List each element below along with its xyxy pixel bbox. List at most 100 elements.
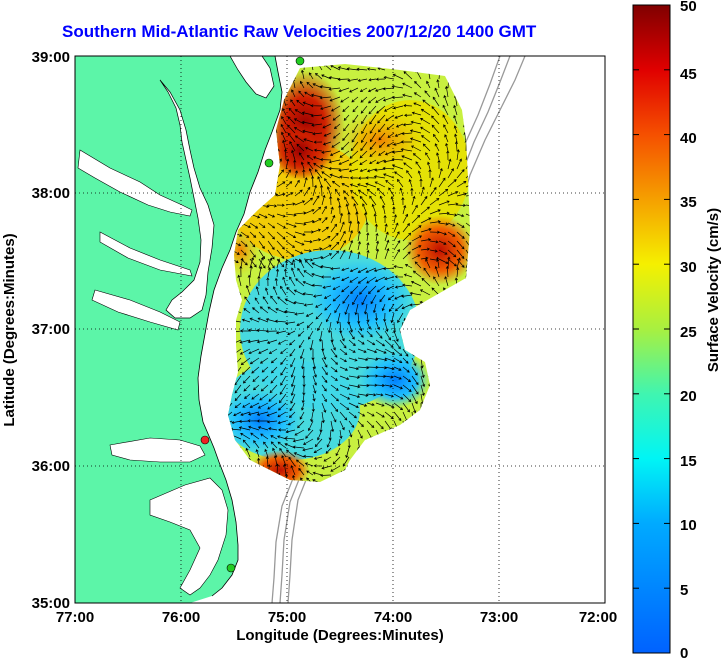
velocity-arrow [339,339,347,349]
velocity-arrow [321,171,332,179]
velocity-arrow [375,96,386,103]
velocity-arrow [330,375,338,381]
velocity-arrow [393,214,397,224]
velocity-arrow [303,186,311,197]
velocity-arrow [339,393,351,400]
velocity-arrow [361,132,368,143]
velocity-arrow [249,265,253,278]
velocity-arrow [289,141,296,152]
velocity-arrow [366,321,371,330]
velocity-arrow [302,129,314,134]
velocity-arrow [283,148,288,161]
velocity-arrow [328,166,341,171]
velocity-arrow [301,120,314,125]
velocity-arrow [267,213,276,218]
velocity-arrow [368,105,377,115]
velocity-arrow [369,123,377,134]
velocity-arrow [257,426,269,431]
velocity-arrow [276,169,285,179]
velocity-arrow [411,225,422,233]
velocity-arrow [352,105,359,113]
velocity-arrow [273,455,278,467]
velocity-arrow [239,348,251,355]
velocity-arrow [400,140,413,144]
velocity-arrow [373,267,386,273]
velocity-arrow [251,366,260,374]
velocity-arrow [292,438,305,443]
velocity-arrow [341,267,350,272]
velocity-arrow [378,150,386,156]
velocity-arrow [303,219,315,224]
velocity-arrow [238,426,251,431]
velocity-arrow [285,181,293,188]
velocity-arrow [432,96,440,107]
velocity-arrow [339,249,346,260]
velocity-arrow [365,221,369,233]
velocity-arrow [366,312,370,323]
velocity-arrow [299,80,305,89]
velocity-arrow [324,303,332,311]
velocity-arrow [258,348,269,354]
velocity-arrow [409,129,422,134]
velocity-arrow [321,402,327,413]
velocity-arrow [330,223,337,233]
velocity-arrow [299,411,305,420]
velocity-arrow [364,212,368,224]
velocity-arrow [402,223,410,233]
velocity-arrow [357,357,369,362]
velocity-arrow [383,159,395,164]
velocity-arrow [348,339,356,347]
velocity-arrow [306,155,314,161]
velocity-arrow [422,99,431,107]
velocity-arrow [387,132,395,138]
velocity-arrow [367,87,377,93]
velocity-arrow [312,184,317,197]
velocity-arrow [268,427,278,431]
velocity-arrow [314,72,323,80]
velocity-arrow [339,221,345,233]
velocity-arrow [402,384,412,392]
velocity-arrow [428,168,432,178]
velocity-arrow [429,177,434,188]
velocity-arrow [312,83,323,89]
velocity-arrow [312,195,320,206]
velocity-arrow [240,240,248,247]
velocity-arrow [303,240,313,244]
velocity-arrow [383,312,387,323]
velocity-arrow [307,161,314,170]
velocity-arrow [402,123,413,127]
velocity-arrow [284,298,296,305]
velocity-arrow [357,420,364,428]
velocity-arrow [411,214,421,224]
velocity-arrow [396,178,404,188]
velocity-arrow [388,303,395,312]
velocity-arrow [374,312,379,322]
velocity-arrow [376,188,386,197]
velocity-arrow [397,312,404,323]
velocity-arrow [429,258,440,262]
velocity-arrow [339,384,351,390]
velocity-arrow [298,152,305,161]
velocity-arrow [357,393,369,397]
velocity-arrow [431,287,440,296]
velocity-arrow [375,402,385,407]
velocity-arrow [265,318,278,323]
velocity-arrow [296,143,305,152]
velocity-arrow [411,375,419,386]
velocity-arrow [301,111,314,116]
velocity-arrow [414,261,422,269]
velocity-arrow [382,166,395,170]
velocity-arrow [456,158,462,170]
velocity-arrow [297,267,305,278]
velocity-arrow [331,141,341,148]
velocity-arrow [438,200,450,206]
velocity-arrow [288,107,296,116]
velocity-arrow [310,114,323,118]
velocity-arrow [388,187,395,197]
velocity-arrow [456,231,465,239]
velocity-arrow [465,213,470,219]
velocity-arrow [258,257,264,269]
velocity-arrow [330,241,340,251]
velocity-arrow [357,251,361,260]
velocity-arrow [257,402,269,409]
